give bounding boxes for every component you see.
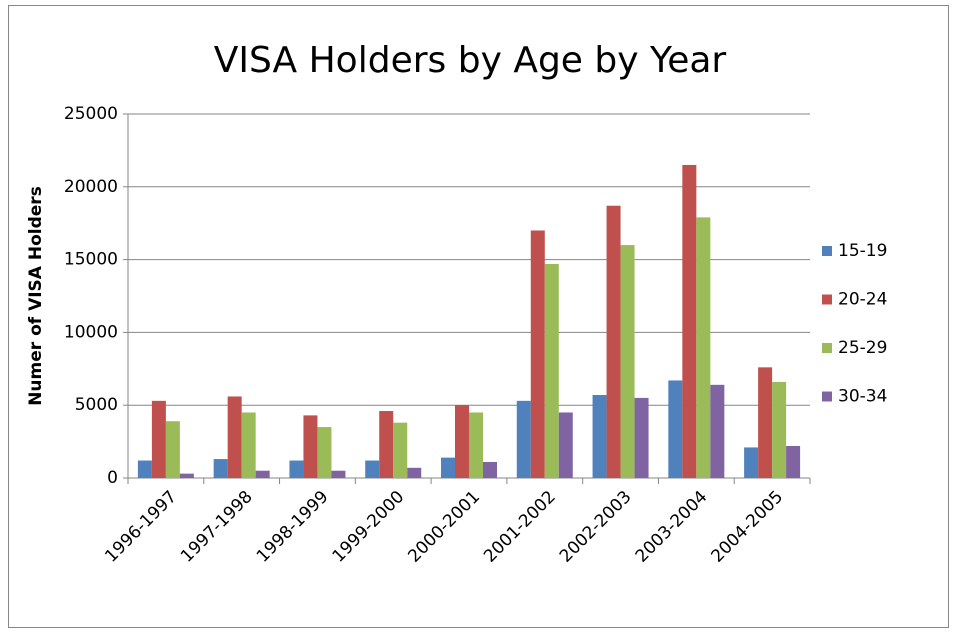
legend-label: 30-34	[838, 387, 887, 407]
bar	[255, 470, 270, 478]
bar	[151, 400, 166, 478]
bar	[696, 217, 711, 478]
bar	[331, 470, 346, 478]
bar	[241, 412, 256, 478]
legend-label: 25-29	[838, 338, 887, 358]
bar	[558, 412, 573, 478]
bar	[772, 381, 787, 478]
bar	[620, 245, 635, 478]
bar	[483, 461, 497, 478]
y-tick-label: 10000	[64, 322, 118, 342]
legend-swatch	[822, 246, 832, 256]
bar	[165, 421, 180, 478]
bar	[407, 467, 422, 478]
bar	[213, 459, 228, 478]
chart-border	[8, 5, 949, 628]
bar	[469, 412, 483, 478]
legend-swatch	[822, 343, 832, 353]
bar	[137, 460, 152, 478]
bar	[365, 460, 380, 478]
bar	[289, 460, 304, 478]
bar	[516, 400, 531, 478]
bar	[786, 445, 801, 478]
bar	[682, 164, 697, 478]
bar	[544, 263, 559, 478]
legend-swatch	[822, 294, 832, 305]
legend-label: 15-19	[838, 241, 887, 261]
bar	[668, 380, 683, 478]
bar	[744, 447, 759, 478]
y-tick-label: 0	[107, 468, 118, 488]
y-tick-label: 15000	[64, 250, 118, 270]
y-tick-label: 25000	[64, 104, 118, 124]
y-tick-label: 20000	[64, 177, 118, 197]
bar	[441, 457, 455, 478]
legend-label: 20-24	[838, 290, 887, 310]
legend-swatch	[822, 391, 832, 402]
chart-title: VISA Holders by Age by Year	[214, 40, 727, 81]
bar	[710, 384, 725, 478]
bar	[393, 422, 408, 478]
bar	[317, 427, 332, 478]
bar	[530, 230, 545, 478]
bar	[379, 411, 394, 478]
bar	[606, 205, 621, 478]
bar	[179, 473, 194, 478]
bar	[758, 367, 773, 478]
bar	[303, 415, 318, 478]
y-axis-label: Numer of VISA Holders	[26, 186, 46, 406]
bar	[227, 396, 242, 478]
y-tick-label: 5000	[75, 395, 118, 415]
bar	[592, 395, 607, 478]
bar	[455, 405, 469, 478]
bar	[634, 397, 649, 478]
